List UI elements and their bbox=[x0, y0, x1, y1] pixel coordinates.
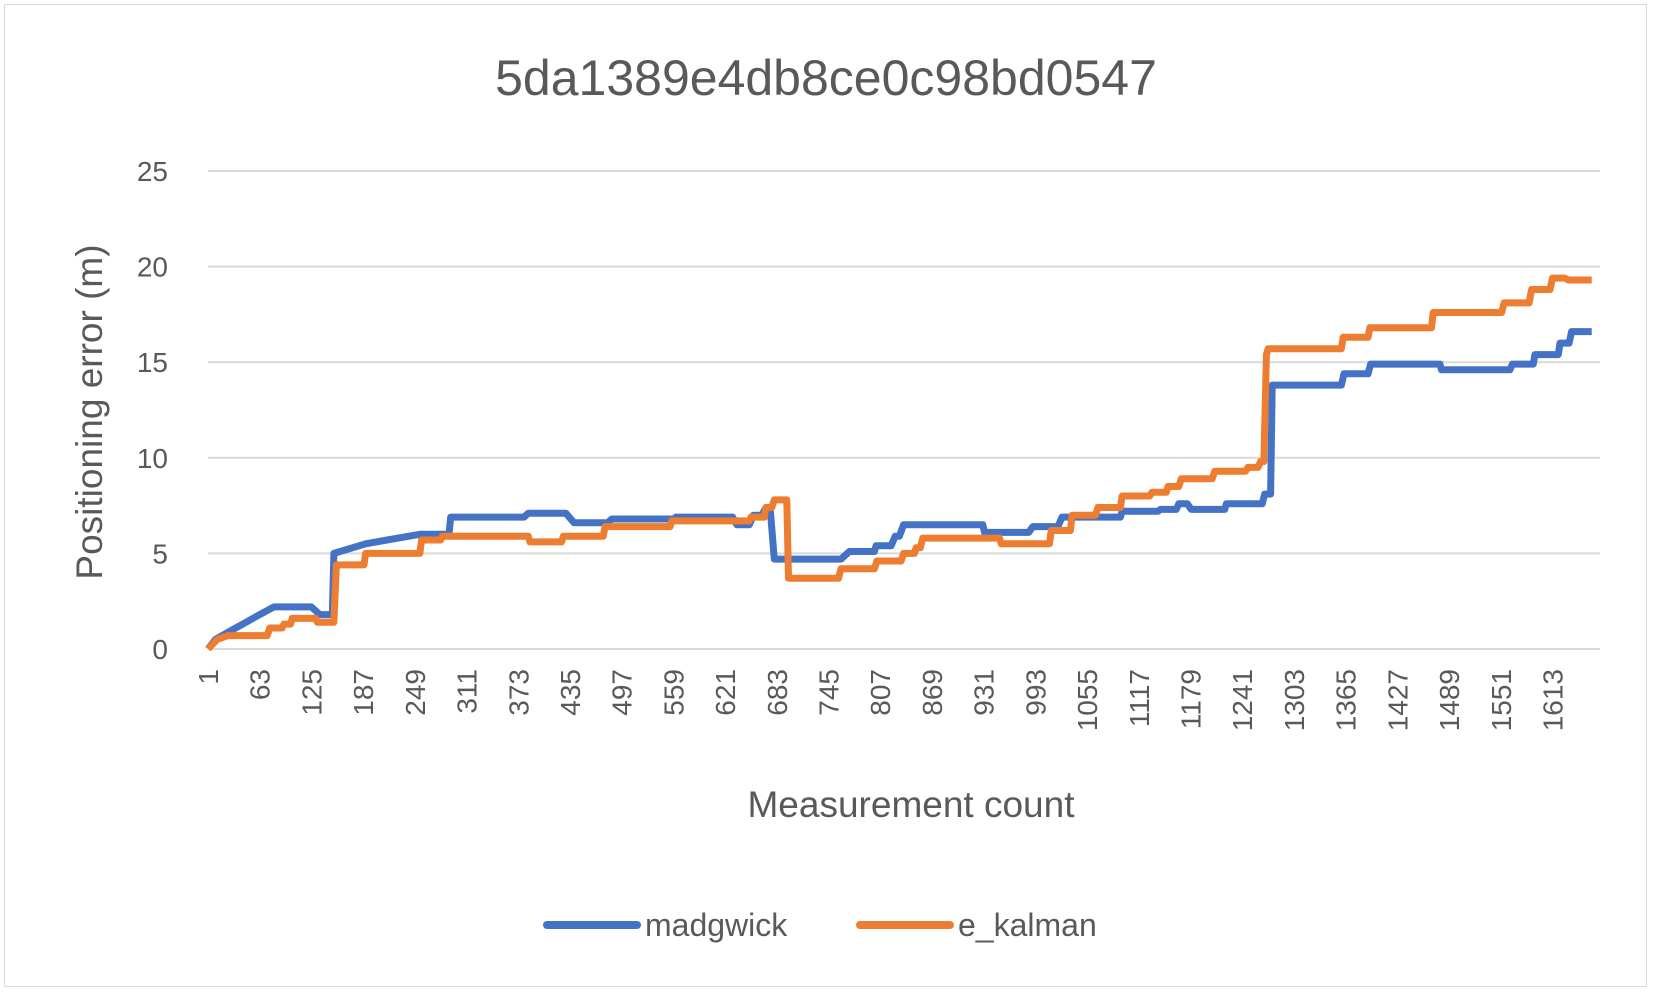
x-tick-label: 1365 bbox=[1331, 669, 1362, 731]
x-tick-label: 869 bbox=[917, 669, 948, 716]
x-tick-label: 497 bbox=[607, 669, 638, 716]
x-tick-label: 683 bbox=[762, 669, 793, 716]
y-tick-label: 15 bbox=[137, 347, 168, 378]
series-line-madgwick bbox=[205, 328, 1592, 652]
x-tick-label: 807 bbox=[865, 669, 896, 716]
x-tick-label: 1551 bbox=[1486, 669, 1517, 731]
x-tick-label: 373 bbox=[503, 669, 534, 716]
x-tick-label: 993 bbox=[1020, 669, 1051, 716]
x-axis-tick-labels: 1 63 125 187 249 311 373 435 497 559 621 683 745 807 8… bbox=[193, 669, 1568, 731]
x-tick-label: 1613 bbox=[1537, 669, 1568, 731]
x-tick-label: 311 bbox=[452, 669, 483, 714]
series-line-e-kalman bbox=[205, 274, 1592, 652]
x-tick-label: 125 bbox=[296, 669, 327, 716]
x-tick-label: 1489 bbox=[1434, 669, 1465, 731]
x-tick-label: 621 bbox=[710, 669, 741, 716]
y-tick-label: 5 bbox=[152, 538, 168, 569]
y-tick-label: 20 bbox=[137, 252, 168, 283]
series-lines bbox=[205, 274, 1592, 652]
x-tick-label: 1179 bbox=[1175, 669, 1206, 729]
x-tick-label: 249 bbox=[400, 669, 431, 716]
y-tick-label: 10 bbox=[137, 443, 168, 474]
x-tick-label: 1055 bbox=[1072, 669, 1103, 731]
x-tick-label: 1 bbox=[193, 669, 224, 685]
x-tick-label: 435 bbox=[555, 669, 586, 716]
x-tick-label: 931 bbox=[969, 669, 1000, 716]
x-tick-label: 1303 bbox=[1279, 669, 1310, 731]
y-axis-title: Positioning error (m) bbox=[69, 244, 110, 579]
legend-label-madgwick: madgwick bbox=[645, 907, 788, 943]
x-tick-label: 1427 bbox=[1382, 669, 1413, 731]
legend-label-e-kalman: e_kalman bbox=[958, 907, 1097, 943]
chart-title: 5da1389e4db8ce0c98bd0547 bbox=[495, 50, 1157, 106]
x-tick-label: 1241 bbox=[1227, 669, 1258, 731]
x-tick-label: 559 bbox=[658, 669, 689, 716]
chart-frame bbox=[4, 4, 1647, 987]
x-tick-label: 187 bbox=[348, 669, 379, 716]
y-tick-label: 25 bbox=[137, 156, 168, 187]
legend: madgwick e_kalman bbox=[543, 907, 1097, 943]
y-axis-tick-labels: 0 5 10 15 20 25 bbox=[137, 156, 168, 665]
x-axis-title: Measurement count bbox=[747, 784, 1075, 825]
x-tick-label: 1117 bbox=[1124, 669, 1155, 727]
x-tick-label: 63 bbox=[245, 669, 276, 700]
x-tick-label: 745 bbox=[814, 669, 845, 716]
gridlines bbox=[208, 170, 1600, 650]
y-tick-label: 0 bbox=[152, 634, 168, 665]
